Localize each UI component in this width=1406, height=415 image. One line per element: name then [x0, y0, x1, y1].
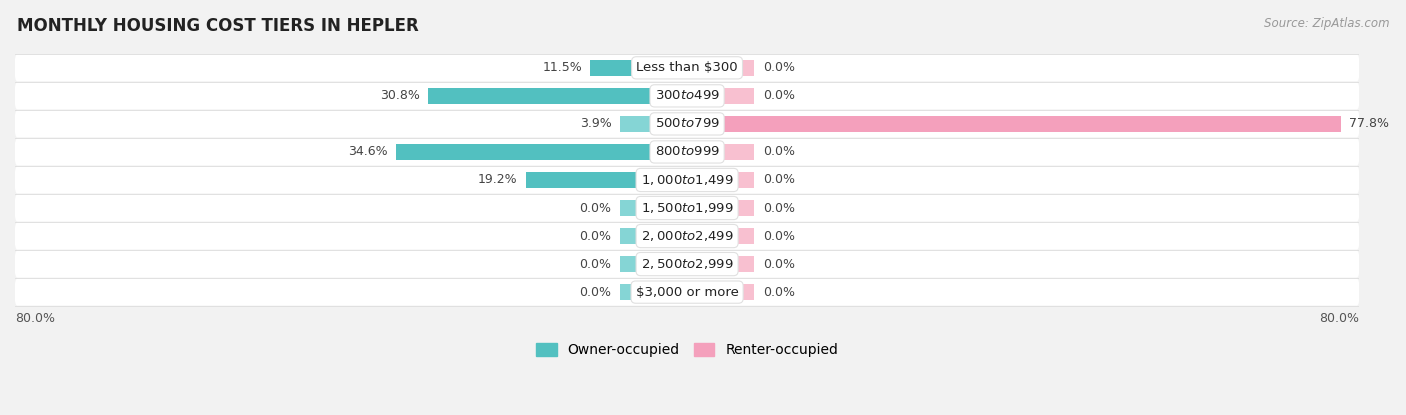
FancyBboxPatch shape	[15, 278, 1360, 305]
Bar	[620, 88, 688, 104]
Bar	[591, 60, 688, 76]
Text: $3,000 or more: $3,000 or more	[636, 286, 738, 299]
Bar	[688, 88, 754, 104]
Text: $300 to $499: $300 to $499	[655, 89, 720, 103]
Text: 0.0%: 0.0%	[762, 173, 794, 186]
FancyBboxPatch shape	[15, 222, 1360, 249]
Bar	[688, 256, 754, 272]
Text: MONTHLY HOUSING COST TIERS IN HEPLER: MONTHLY HOUSING COST TIERS IN HEPLER	[17, 17, 419, 34]
FancyBboxPatch shape	[15, 166, 1360, 193]
Text: 34.6%: 34.6%	[349, 145, 388, 159]
Bar	[688, 144, 754, 160]
Bar	[620, 284, 688, 300]
Text: $500 to $799: $500 to $799	[655, 117, 720, 130]
Bar	[620, 256, 688, 272]
Text: 80.0%: 80.0%	[1319, 312, 1360, 325]
FancyBboxPatch shape	[15, 251, 1360, 278]
Bar	[620, 144, 688, 160]
Bar	[620, 60, 688, 76]
Text: 0.0%: 0.0%	[762, 202, 794, 215]
Text: 0.0%: 0.0%	[579, 286, 612, 299]
Text: 3.9%: 3.9%	[579, 117, 612, 130]
Text: $1,500 to $1,999: $1,500 to $1,999	[641, 201, 734, 215]
Text: 0.0%: 0.0%	[762, 145, 794, 159]
Bar	[620, 172, 688, 188]
Bar	[688, 284, 754, 300]
Text: Less than $300: Less than $300	[637, 61, 738, 74]
Text: Source: ZipAtlas.com: Source: ZipAtlas.com	[1264, 17, 1389, 29]
Text: 0.0%: 0.0%	[579, 258, 612, 271]
Bar	[620, 116, 688, 132]
FancyBboxPatch shape	[15, 54, 1360, 81]
Text: 0.0%: 0.0%	[762, 258, 794, 271]
Bar	[688, 228, 754, 244]
Text: 30.8%: 30.8%	[380, 89, 420, 103]
Bar	[429, 88, 688, 104]
Text: 11.5%: 11.5%	[543, 61, 582, 74]
Bar	[620, 200, 688, 216]
Text: 0.0%: 0.0%	[762, 286, 794, 299]
Bar	[688, 172, 754, 188]
Text: 19.2%: 19.2%	[478, 173, 517, 186]
Text: 80.0%: 80.0%	[15, 312, 55, 325]
Legend: Owner-occupied, Renter-occupied: Owner-occupied, Renter-occupied	[530, 337, 844, 363]
Text: 77.8%: 77.8%	[1350, 117, 1389, 130]
FancyBboxPatch shape	[15, 110, 1360, 137]
Text: $2,000 to $2,499: $2,000 to $2,499	[641, 229, 734, 243]
Text: $1,000 to $1,499: $1,000 to $1,499	[641, 173, 734, 187]
Text: 0.0%: 0.0%	[762, 89, 794, 103]
Text: 0.0%: 0.0%	[762, 229, 794, 242]
Text: 0.0%: 0.0%	[579, 202, 612, 215]
Text: 0.0%: 0.0%	[762, 61, 794, 74]
Bar	[688, 116, 1341, 132]
FancyBboxPatch shape	[15, 195, 1360, 222]
Bar	[526, 172, 688, 188]
Text: $800 to $999: $800 to $999	[655, 145, 720, 159]
Bar	[620, 228, 688, 244]
Text: 0.0%: 0.0%	[579, 229, 612, 242]
Text: $2,500 to $2,999: $2,500 to $2,999	[641, 257, 734, 271]
Bar	[688, 60, 754, 76]
FancyBboxPatch shape	[15, 139, 1360, 166]
Bar	[688, 116, 754, 132]
Bar	[688, 200, 754, 216]
FancyBboxPatch shape	[15, 83, 1360, 109]
Bar	[654, 116, 688, 132]
Bar	[396, 144, 688, 160]
